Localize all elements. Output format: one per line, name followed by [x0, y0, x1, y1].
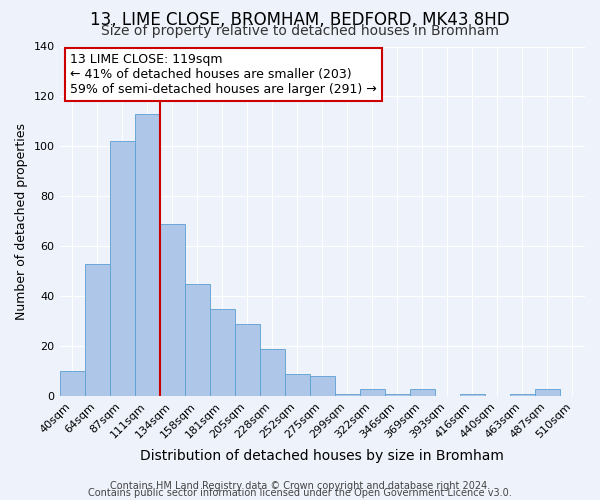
Bar	[535, 389, 560, 396]
Text: Contains HM Land Registry data © Crown copyright and database right 2024.: Contains HM Land Registry data © Crown c…	[110, 481, 490, 491]
Bar	[110, 142, 134, 396]
Bar	[335, 394, 360, 396]
Text: 13, LIME CLOSE, BROMHAM, BEDFORD, MK43 8HD: 13, LIME CLOSE, BROMHAM, BEDFORD, MK43 8…	[90, 11, 510, 29]
Bar	[185, 284, 209, 397]
Text: 13 LIME CLOSE: 119sqm
← 41% of detached houses are smaller (203)
59% of semi-det: 13 LIME CLOSE: 119sqm ← 41% of detached …	[70, 54, 377, 96]
Bar	[285, 374, 310, 396]
Bar	[360, 389, 385, 396]
Bar	[310, 376, 335, 396]
Bar	[235, 324, 260, 396]
Bar	[160, 224, 185, 396]
Bar	[510, 394, 535, 396]
Bar	[260, 349, 285, 397]
Bar	[209, 309, 235, 396]
Bar	[85, 264, 110, 396]
Bar	[460, 394, 485, 396]
Text: Size of property relative to detached houses in Bromham: Size of property relative to detached ho…	[101, 24, 499, 38]
Text: Contains public sector information licensed under the Open Government Licence v3: Contains public sector information licen…	[88, 488, 512, 498]
Y-axis label: Number of detached properties: Number of detached properties	[15, 123, 28, 320]
Bar	[134, 114, 160, 397]
Bar	[410, 389, 435, 396]
Bar	[59, 372, 85, 396]
X-axis label: Distribution of detached houses by size in Bromham: Distribution of detached houses by size …	[140, 448, 504, 462]
Bar	[385, 394, 410, 396]
